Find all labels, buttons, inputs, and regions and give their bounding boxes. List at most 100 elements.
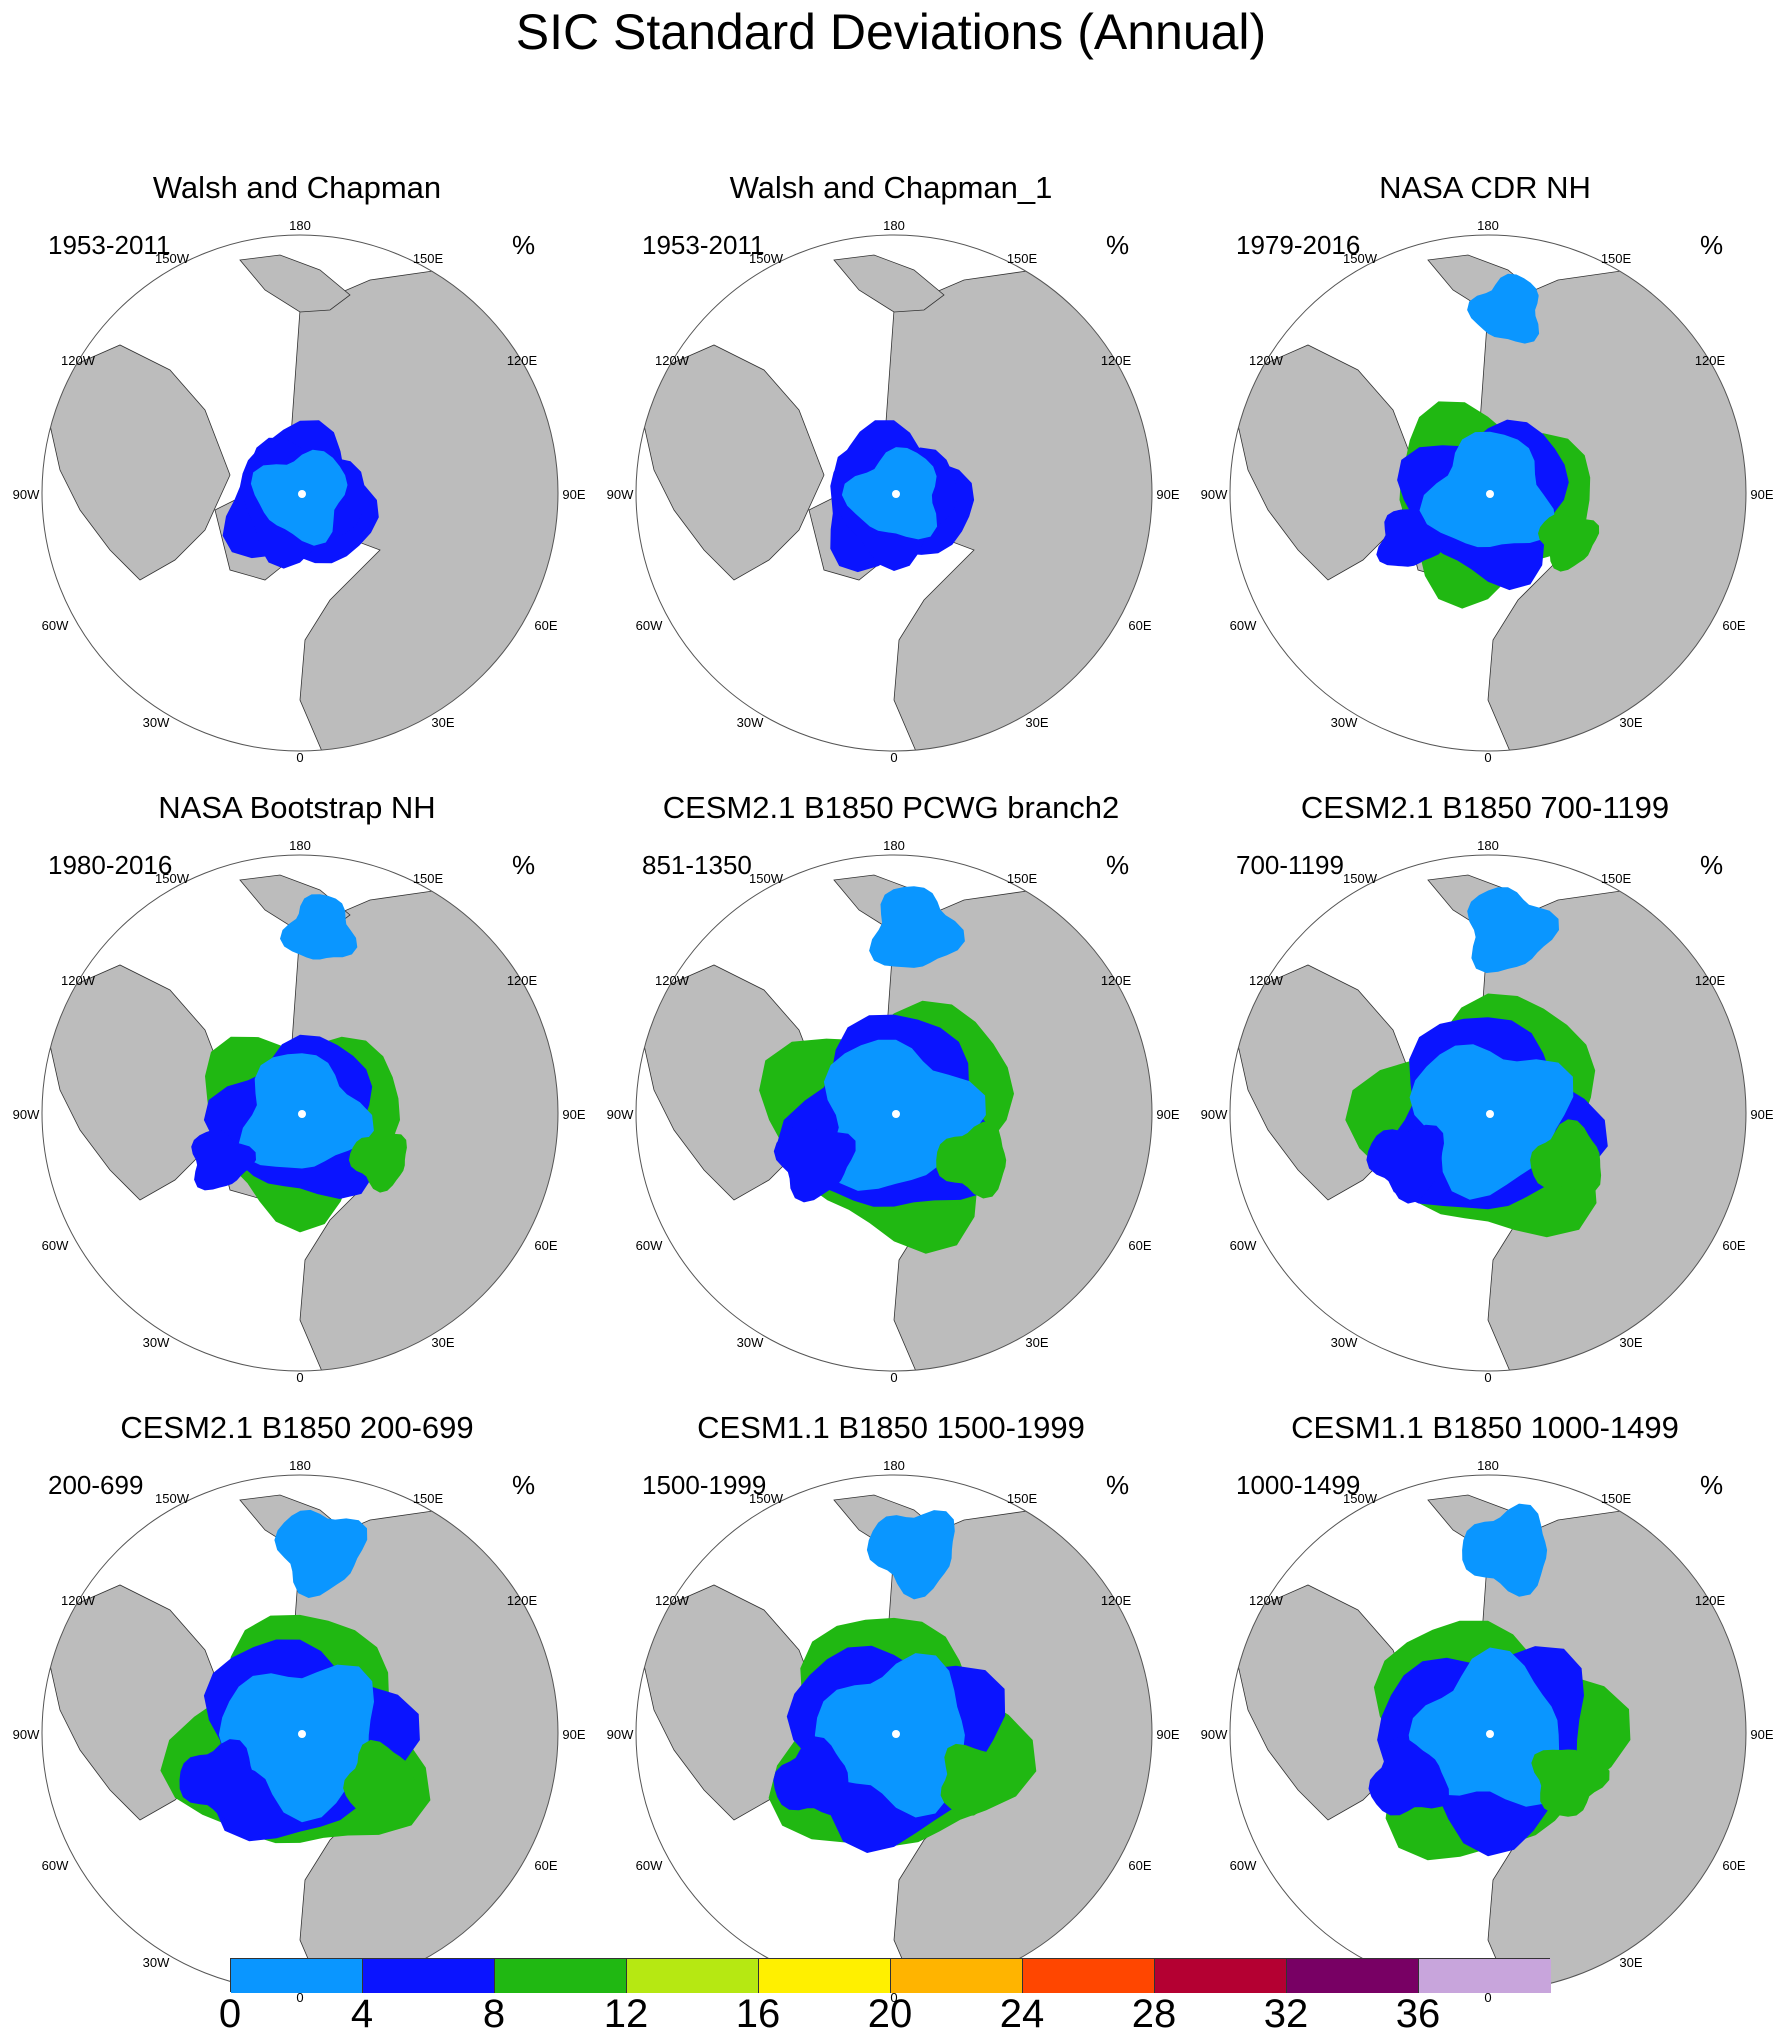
panel-period: 200-699 <box>48 1470 144 1500</box>
sea-ice-anomaly <box>343 1739 419 1813</box>
longitude-label: 0 <box>890 1370 897 1385</box>
longitude-label: 30E <box>1619 715 1642 730</box>
panel-title: NASA CDR NH <box>1379 170 1591 205</box>
pole-hole <box>1486 1730 1494 1738</box>
colorbar-tick-label: 32 <box>1263 1992 1309 2036</box>
longitude-label: 150E <box>1007 251 1038 266</box>
longitude-label: 180 <box>883 1458 905 1473</box>
land-mass <box>833 254 945 313</box>
longitude-label: 30E <box>1025 715 1048 730</box>
map-panel: 180 150W 150E 120W 120E 90W 90E 60W 60E 30W 30E 0 CE… <box>594 700 1188 1385</box>
sea-ice-anomaly <box>869 886 965 968</box>
longitude-label: 180 <box>289 1458 311 1473</box>
panel-title: CESM1.1 B1850 1500-1999 <box>697 1410 1085 1445</box>
colorbar-tick-label: 16 <box>735 1992 781 2036</box>
sea-ice-anomaly <box>1366 1124 1444 1204</box>
longitude-label: 60W <box>636 1238 663 1253</box>
longitude-label: 180 <box>1477 838 1499 853</box>
longitude-label: 30W <box>1331 1335 1358 1350</box>
longitude-label: 60W <box>42 1858 69 1873</box>
colorbar-tick-label: 4 <box>350 1992 374 2036</box>
longitude-label: 60E <box>1722 1238 1745 1253</box>
panel-period: 1980-2016 <box>48 850 173 880</box>
longitude-label: 150E <box>1601 871 1632 886</box>
colorbar-segment <box>627 1959 759 1993</box>
sea-ice-anomaly <box>773 1736 850 1816</box>
longitude-label: 150E <box>1007 1491 1038 1506</box>
sea-ice-anomaly <box>280 894 358 960</box>
longitude-label: 150E <box>413 1491 444 1506</box>
longitude-label: 30E <box>1619 1335 1642 1350</box>
longitude-label: 180 <box>289 838 311 853</box>
longitude-label: 120E <box>1101 353 1132 368</box>
panel-title: CESM2.1 B1850 PCWG branch2 <box>662 790 1120 825</box>
longitude-label: 120W <box>61 353 96 368</box>
longitude-label: 150E <box>1007 871 1038 886</box>
colorbar-segment <box>231 1959 363 1993</box>
longitude-label: 0 <box>1484 1370 1491 1385</box>
pole-hole <box>298 490 306 498</box>
map-panel: 180 150W 150E 120W 120E 90W 90E 60W 60E 30W 30E 0 NA… <box>1188 80 1782 765</box>
longitude-label: 90W <box>607 1107 634 1122</box>
panel-unit: % <box>1106 850 1130 880</box>
longitude-label: 120W <box>1249 353 1284 368</box>
longitude-label: 90W <box>1201 1107 1228 1122</box>
map-panel: 180 150W 150E 120W 120E 90W 90E 60W 60E 30W 30E 0 CE… <box>1188 1320 1782 2005</box>
longitude-label: 150W <box>155 251 190 266</box>
longitude-label: 90W <box>13 1107 40 1122</box>
longitude-label: 90W <box>13 1727 40 1742</box>
map-panel: 180 150W 150E 120W 120E 90W 90E 60W 60E 30W 30E 0 CE… <box>1188 700 1782 1385</box>
sea-ice-anomaly <box>936 1121 1007 1199</box>
longitude-label: 90E <box>562 487 585 502</box>
pole-hole <box>892 1730 900 1738</box>
longitude-label: 180 <box>1477 1458 1499 1473</box>
sea-ice-anomaly <box>191 1129 256 1191</box>
longitude-label: 150W <box>1343 1491 1378 1506</box>
sea-ice-anomaly <box>274 1509 368 1598</box>
longitude-label: 60E <box>1722 618 1745 633</box>
panel-title: Walsh and Chapman_1 <box>729 170 1053 205</box>
map-panel: 180 150W 150E 120W 120E 90W 90E 60W 60E 30W 30E 0 CE… <box>594 1320 1188 2005</box>
longitude-label: 120E <box>1695 1593 1726 1608</box>
sea-ice-anomaly <box>238 1053 374 1169</box>
longitude-label: 90E <box>1156 1727 1179 1742</box>
longitude-label: 120E <box>1695 353 1726 368</box>
longitude-label: 90E <box>562 1107 585 1122</box>
longitude-label: 60W <box>42 1238 69 1253</box>
longitude-label: 120W <box>655 973 690 988</box>
colorbar-segment <box>1287 1959 1419 1993</box>
sea-ice-anomaly <box>1462 1503 1548 1597</box>
longitude-label: 120W <box>1249 973 1284 988</box>
colorbar-tick-label: 12 <box>603 1992 649 2036</box>
longitude-label: 90W <box>1201 487 1228 502</box>
longitude-label: 30W <box>737 1335 764 1350</box>
sea-ice-anomaly <box>1467 887 1559 973</box>
longitude-label: 90W <box>607 487 634 502</box>
longitude-label: 60W <box>636 1858 663 1873</box>
longitude-label: 120W <box>655 353 690 368</box>
land-mass <box>1230 344 1419 581</box>
colorbar-tick-label: 0 <box>218 1992 242 2036</box>
panel-unit: % <box>1700 1470 1724 1500</box>
map-boundary <box>635 854 1153 1372</box>
land-mass <box>42 964 231 1201</box>
panel-period: 700-1199 <box>1236 850 1344 880</box>
longitude-label: 120E <box>1101 973 1132 988</box>
longitude-label: 150W <box>1343 251 1378 266</box>
longitude-label: 30E <box>1619 1955 1642 1970</box>
longitude-label: 120E <box>1101 1593 1132 1608</box>
panel-unit: % <box>1106 230 1130 260</box>
longitude-label: 90E <box>562 1727 585 1742</box>
longitude-label: 150E <box>413 871 444 886</box>
pole-hole <box>298 1730 306 1738</box>
sea-ice-anomaly <box>773 1124 856 1203</box>
sea-ice-anomaly <box>179 1739 255 1822</box>
longitude-label: 90E <box>1750 1107 1773 1122</box>
longitude-label: 150W <box>749 1491 784 1506</box>
longitude-label: 120W <box>61 1593 96 1608</box>
